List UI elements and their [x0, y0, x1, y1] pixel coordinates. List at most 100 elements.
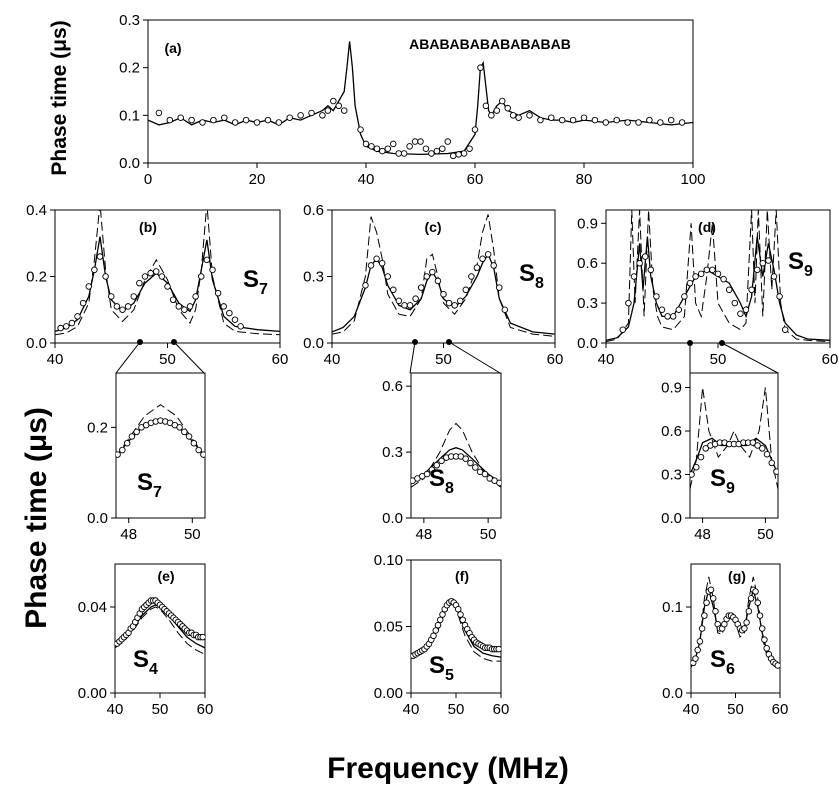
- data-point: [417, 284, 425, 291]
- data-point: [468, 273, 475, 280]
- markers-series-b: [57, 253, 244, 332]
- data-point: [367, 262, 375, 269]
- y-tick-label-d-zoom: 0.9: [661, 380, 682, 397]
- panel-b-zoom: 48 50 0.0 0.2 S 7: [87, 372, 206, 543]
- x-tick-label-b: 50: [159, 351, 176, 368]
- data-point: [439, 145, 446, 152]
- y-tick-label-c-zoom: 0.0: [382, 510, 403, 527]
- panel-g: 40 50 60 0.0 0.1 (g) S 6: [662, 563, 788, 718]
- data-point: [185, 433, 193, 440]
- data-point: [430, 632, 437, 640]
- x-tick-label-d: 60: [822, 351, 839, 368]
- dashed-line-e: [115, 606, 205, 655]
- panel-c-zoom: 48 50 0.0 0.3 0.6 S 8: [382, 372, 502, 543]
- data-point: [434, 621, 442, 629]
- data-point: [641, 253, 649, 260]
- data-point: [580, 114, 588, 121]
- data-point: [756, 612, 764, 619]
- x-tick-label-a: 60: [467, 171, 484, 188]
- data-point: [471, 126, 479, 133]
- data-point: [141, 273, 149, 280]
- data-point: [737, 310, 744, 317]
- data-point: [130, 293, 137, 300]
- data-point: [68, 319, 76, 327]
- sample-subscript-g: 6: [726, 661, 735, 678]
- data-point: [124, 303, 132, 310]
- data-point: [692, 655, 699, 662]
- data-point: [432, 627, 440, 634]
- ylabel-top: Phase time (μs): [48, 20, 71, 175]
- sample-label-e: S: [133, 646, 149, 673]
- data-point: [429, 268, 436, 276]
- data-point: [697, 453, 705, 461]
- markers-series-b-zoom: [116, 417, 205, 458]
- data-point: [231, 119, 239, 126]
- data-point: [158, 273, 166, 280]
- data-point: [749, 439, 757, 446]
- data-point: [378, 259, 386, 267]
- y-tick-label-c-zoom: 0.6: [382, 378, 403, 395]
- x-tick-label-a: 80: [576, 171, 593, 188]
- data-point: [390, 140, 397, 148]
- data-point: [197, 273, 205, 280]
- markers-series-c: [362, 251, 509, 314]
- data-point: [759, 259, 767, 267]
- data-point: [203, 256, 211, 264]
- data-point: [286, 114, 293, 121]
- data-point: [133, 428, 140, 436]
- x-tick-label-d: 50: [710, 351, 727, 368]
- data-point: [440, 290, 447, 298]
- data-point: [646, 116, 653, 124]
- data-point: [496, 479, 501, 487]
- sample-label-g: S: [710, 646, 726, 673]
- data-point: [765, 257, 772, 264]
- markers-series-e: [115, 597, 205, 647]
- data-point: [625, 299, 632, 307]
- data-point: [763, 645, 770, 652]
- dashed-line-c-zoom: [411, 422, 501, 488]
- data-point: [411, 138, 419, 145]
- x-tick-label-e: 40: [107, 701, 124, 718]
- data-point: [509, 112, 517, 119]
- data-point: [741, 625, 748, 632]
- panel-label-a: (a): [164, 40, 181, 56]
- axes-frame-d-zoom: [689, 372, 779, 519]
- data-point: [423, 273, 431, 280]
- data-point: [714, 270, 722, 278]
- data-point: [155, 109, 163, 117]
- dashed-line-b-zoom: [116, 404, 205, 458]
- data-point: [368, 143, 375, 150]
- panel-d-zoom: 48 50 0.0 0.3 0.6 0.9 S 9: [661, 372, 779, 543]
- data-point: [613, 116, 620, 124]
- solid-line-d: [606, 236, 830, 341]
- y-tick-label-f: 0.10: [374, 552, 403, 569]
- data-point: [701, 612, 708, 619]
- data-point: [653, 293, 660, 300]
- sample-label-c-zoom: S: [429, 465, 445, 492]
- y-tick-label-d: 0.3: [577, 295, 598, 312]
- data-point: [74, 313, 81, 320]
- y-tick-label-d-zoom: 0.3: [661, 467, 682, 484]
- zoom-dot-b-left: [137, 339, 143, 345]
- data-point: [712, 608, 719, 615]
- data-point: [703, 599, 710, 606]
- data-point: [488, 112, 495, 119]
- data-point: [664, 313, 671, 320]
- data-point: [745, 608, 753, 615]
- solid-line-b-zoom: [116, 419, 205, 458]
- data-point: [773, 468, 778, 475]
- data-point: [221, 114, 228, 121]
- data-point: [242, 116, 250, 124]
- zoom-dot-c-right: [446, 339, 452, 345]
- data-point: [460, 150, 468, 157]
- data-point: [147, 269, 154, 277]
- data-point: [123, 439, 131, 447]
- data-point: [190, 439, 198, 447]
- sample-label-f: S: [429, 652, 445, 679]
- data-point: [569, 116, 577, 124]
- data-point: [200, 451, 205, 458]
- sample-label-b-zoom: S: [137, 469, 153, 496]
- panel-label-e: (e): [157, 568, 174, 584]
- data-point: [467, 459, 474, 467]
- markers-series-g: [691, 586, 780, 669]
